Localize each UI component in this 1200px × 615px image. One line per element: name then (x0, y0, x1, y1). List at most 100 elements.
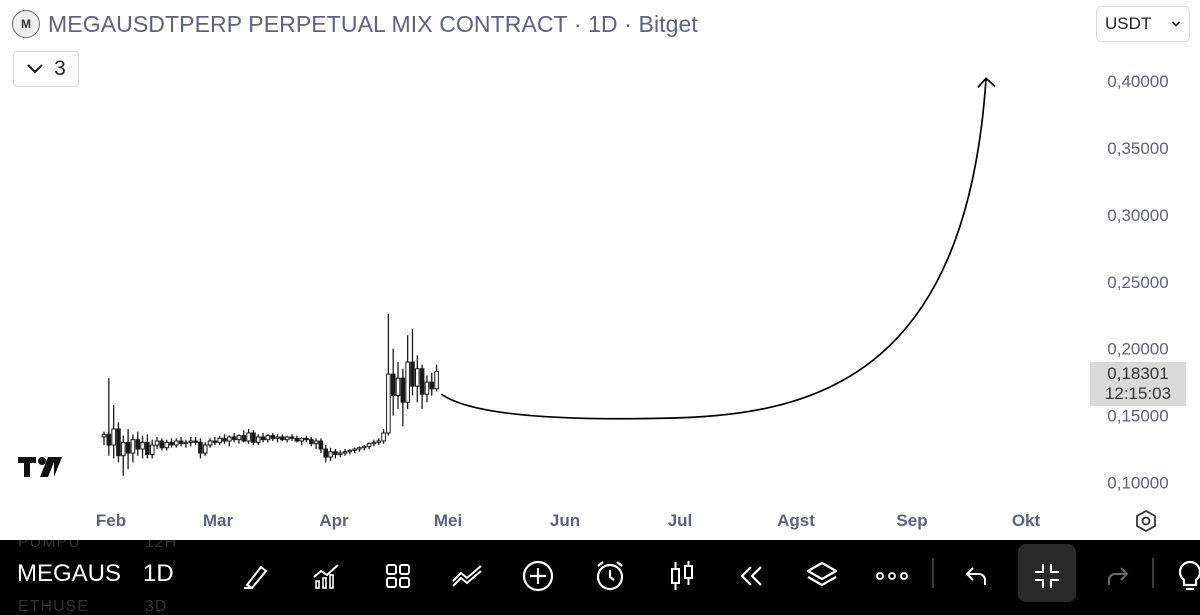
candle-body (280, 436, 285, 441)
candle (174, 438, 179, 448)
projection-arrowhead (977, 77, 996, 88)
candle-body (376, 440, 382, 443)
x-tick-label: Apr (319, 511, 349, 530)
candle-body (222, 437, 227, 442)
candle (159, 438, 165, 451)
bottom-toolbar: PUMPU 12H ETHUSE 3D MEGAUS 1D (0, 540, 1200, 615)
candle-body (347, 449, 353, 453)
chart-type-icon[interactable] (664, 558, 700, 594)
candle-body (111, 428, 116, 446)
candle (188, 436, 194, 447)
y-tick-label: 0,25000 (1107, 273, 1168, 292)
candle-body (169, 441, 174, 446)
symbol-title[interactable]: MEGAUSDTPERP PERPETUAL MIX CONTRACT · 1D… (48, 11, 698, 38)
y-tick-label: 0,15000 (1107, 407, 1168, 426)
interval-selector[interactable]: 1D (143, 560, 174, 587)
candle-body (289, 436, 295, 439)
candle (419, 364, 425, 409)
candle (299, 436, 304, 446)
chart-header: M MEGAUSDTPERP PERPETUAL MIX CONTRACT · … (12, 10, 698, 38)
candle-body (125, 441, 131, 454)
candle-body (251, 432, 256, 443)
candle-body (246, 432, 251, 442)
candle-body (116, 428, 121, 457)
add-icon[interactable] (520, 558, 556, 594)
layouts-icon[interactable] (380, 558, 416, 594)
toolbar-divider (932, 558, 934, 588)
candle (275, 434, 280, 443)
chevron-down-icon (27, 64, 43, 74)
candle-body (395, 377, 401, 397)
watchlist-ghost-row: 12H (145, 540, 178, 551)
candle (198, 438, 203, 459)
brush-icon[interactable] (238, 558, 274, 594)
candle (135, 431, 141, 456)
interval-label[interactable]: 1D (588, 10, 618, 37)
candle (241, 430, 247, 443)
currency-select[interactable]: USDT (1096, 6, 1190, 42)
price-chart[interactable]: 0,40000 0,35000 0,30000 0,25000 0,20000 0,150… (0, 0, 1200, 540)
candle-body (164, 441, 169, 449)
candle-body (405, 361, 410, 403)
candle (111, 404, 116, 459)
undo-icon[interactable] (958, 558, 994, 594)
candle (251, 430, 256, 446)
candle-body (188, 440, 194, 443)
candle (294, 435, 300, 443)
candle-body (236, 435, 242, 441)
replay-icon[interactable] (734, 558, 770, 594)
candle-body (101, 433, 107, 438)
candle (333, 449, 338, 459)
time-axis: Feb Mar Apr Mei Jun Jul Agst Sep Okt (96, 511, 1041, 530)
chart-area[interactable]: M MEGAUSDTPERP PERPETUAL MIX CONTRACT · … (0, 0, 1200, 540)
candle-body (202, 444, 208, 454)
layers-icon[interactable] (804, 558, 840, 594)
candle (361, 445, 367, 451)
alert-icon[interactable] (592, 558, 628, 594)
candle-body (352, 448, 357, 451)
price-axis: 0,40000 0,35000 0,30000 0,25000 0,20000 0,150… (1107, 72, 1168, 493)
candle-body (381, 432, 386, 442)
candle (116, 422, 121, 463)
candle (405, 335, 410, 409)
minimize-icon[interactable] (1029, 558, 1065, 594)
candle (164, 439, 169, 451)
projection-drawing (440, 77, 996, 420)
x-tick-label: Jul (668, 511, 693, 530)
y-tick-label: 0,30000 (1107, 206, 1168, 225)
candle (318, 438, 324, 454)
compare-icon[interactable] (450, 558, 486, 594)
candle (313, 438, 319, 450)
indicators-icon[interactable] (308, 558, 344, 594)
candle (106, 378, 112, 456)
chart-settings-icon[interactable] (1134, 509, 1158, 538)
indicators-toggle-button[interactable]: 3 (13, 51, 79, 87)
more-icon[interactable] (874, 558, 910, 594)
candle (207, 438, 213, 448)
candle (400, 368, 406, 427)
symbol-selector[interactable]: MEGAUS (17, 560, 122, 587)
candle (154, 436, 160, 450)
watchlist-ghost-row: 3D (145, 598, 168, 615)
toolbar-divider (1152, 558, 1154, 588)
chevron-down-icon (1171, 21, 1181, 27)
x-tick-label: Mar (203, 511, 234, 530)
candle-body (318, 440, 324, 450)
y-tick-label: 0,10000 (1107, 474, 1168, 493)
x-tick-label: Jun (550, 511, 580, 530)
candle (342, 449, 348, 456)
candle-body (429, 381, 435, 390)
tradingview-logo-icon[interactable] (18, 455, 64, 486)
candle (222, 434, 227, 444)
candles-series (101, 313, 439, 476)
candle (231, 432, 237, 443)
redo-icon[interactable] (1100, 558, 1136, 594)
candle-body (231, 436, 237, 441)
lightbulb-icon[interactable] (1172, 558, 1200, 594)
symbol-name[interactable]: MEGAUSDTPERP PERPETUAL MIX CONTRACT (48, 10, 568, 37)
candle-body (227, 436, 232, 442)
candle (415, 355, 420, 403)
candle (227, 435, 232, 447)
candle-body (357, 447, 362, 450)
candle (308, 436, 314, 447)
